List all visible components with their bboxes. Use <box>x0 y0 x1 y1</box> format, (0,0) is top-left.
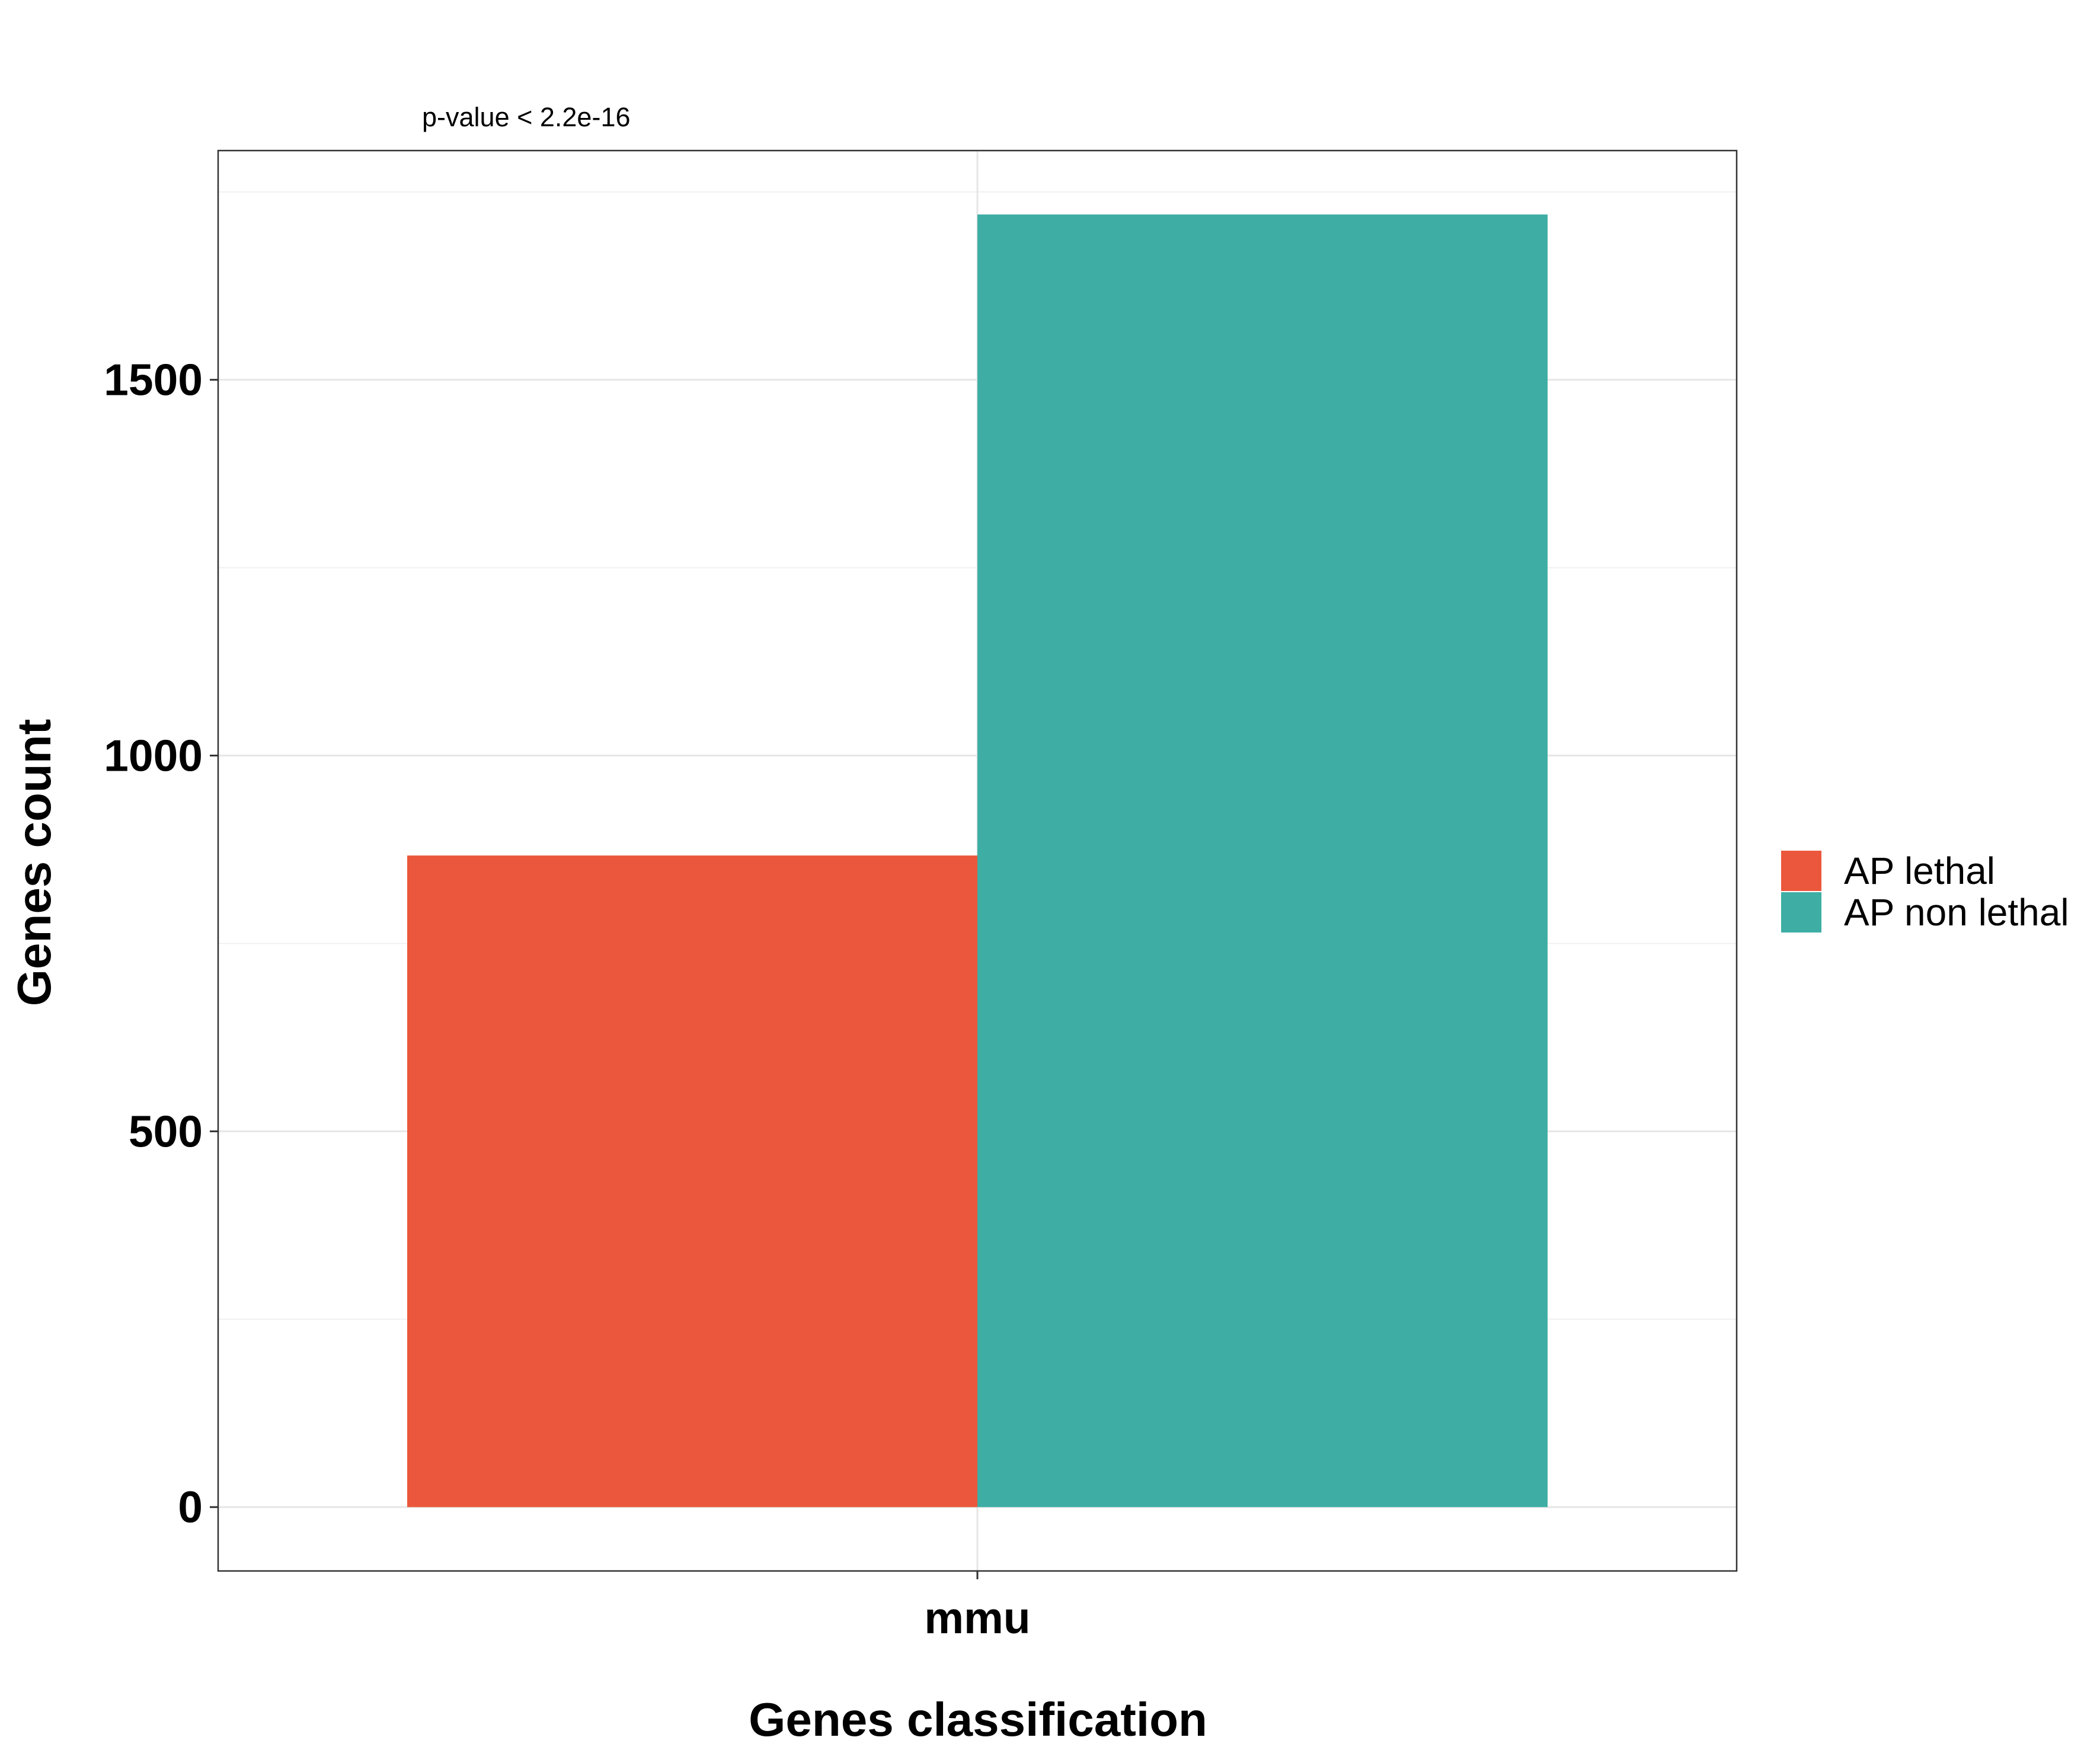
x-axis-title: Genes classification <box>749 1693 1207 1746</box>
y-tick-label: 1500 <box>104 355 203 405</box>
y-tick-label: 0 <box>178 1482 203 1532</box>
y-axis-ticks: 0 500 1000 1500 <box>104 355 218 1532</box>
x-axis-ticks: mmu <box>924 1571 1031 1643</box>
legend-label: AP lethal <box>1844 850 1995 892</box>
bar-ap-lethal <box>407 855 977 1508</box>
legend-label: AP non lethal <box>1844 891 2069 934</box>
legend-key-ap-non-lethal <box>1781 892 1821 933</box>
y-tick-label: 1000 <box>104 731 203 781</box>
y-tick-label: 500 <box>129 1106 203 1156</box>
legend-key-ap-lethal <box>1781 851 1821 891</box>
bar-ap-non-lethal <box>977 214 1548 1508</box>
bars <box>407 214 1548 1508</box>
x-tick-label: mmu <box>924 1593 1030 1643</box>
y-axis-title: Genes count <box>8 719 60 1007</box>
p-value-annotation: p-value < 2.2e-16 <box>422 102 631 132</box>
